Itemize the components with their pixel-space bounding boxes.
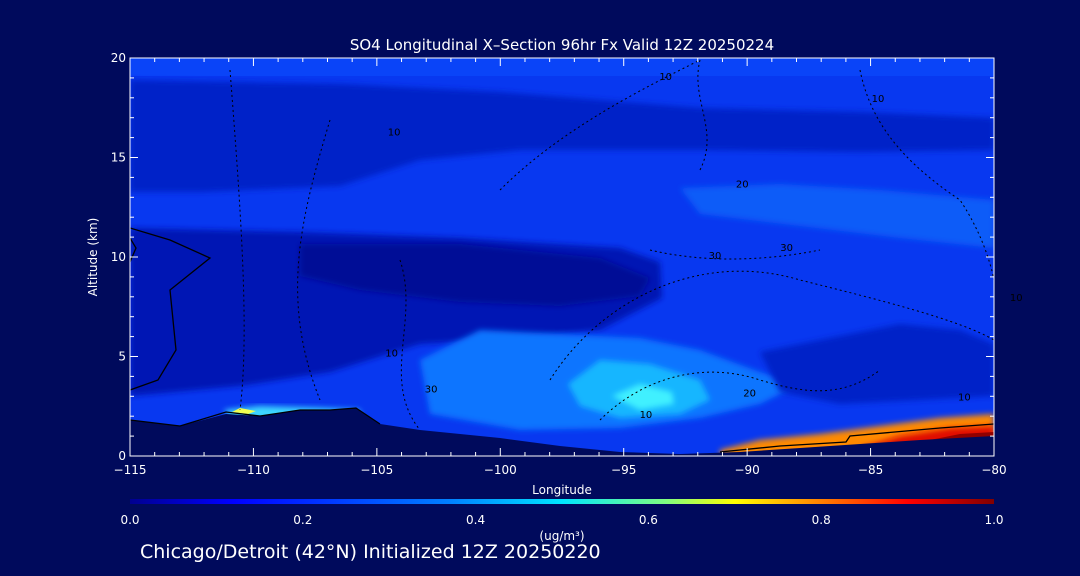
- contour-label: 30: [709, 251, 722, 262]
- x-tick-label: −110: [237, 463, 270, 477]
- colorbar-units: (ug/m³): [539, 529, 584, 543]
- contour-label: 30: [425, 384, 438, 395]
- contour-line-6: [229, 69, 245, 411]
- field-core-darker: [300, 244, 650, 306]
- contour-label: 20: [736, 179, 749, 190]
- contour-label: 20: [743, 388, 756, 399]
- contour-labels: 10 20 30 30 10 10 10 10 20 10 30 10: [385, 72, 1022, 421]
- colorbar-tick-label: 1.0: [984, 513, 1003, 527]
- contour-line-1: [499, 59, 701, 191]
- x-tick-label: −90: [734, 463, 759, 477]
- contour-label: 10: [659, 72, 672, 83]
- chart-title: SO4 Longitudinal X–Section 96hr Fx Valid…: [350, 36, 774, 54]
- field-band-upper-dark: [130, 80, 994, 192]
- x-axis: −115 −110 −105 −100 −95 −90 −85 −80: [114, 58, 1007, 477]
- x-tick-label: −105: [360, 463, 393, 477]
- colorbar-tick-label: 0.8: [812, 513, 831, 527]
- terrain-line: [130, 407, 381, 427]
- field-surface-yellow: [232, 408, 256, 414]
- x-tick-label: −95: [611, 463, 636, 477]
- x-tick-label: −115: [114, 463, 147, 477]
- y-tick-label: 20: [111, 51, 126, 65]
- colorbar-tick-label: 0.6: [639, 513, 658, 527]
- sulfate-field: [130, 58, 994, 456]
- y-axis: 0 5 10 15 20: [111, 51, 994, 463]
- contour-line-4: [599, 369, 881, 421]
- y-tick-label: 15: [111, 151, 126, 165]
- terrain-mask: [130, 408, 994, 456]
- field-plume-core: [612, 384, 674, 410]
- boundary-line-southeast: [719, 423, 994, 453]
- tropopause-line-west: [130, 227, 212, 391]
- x-tick-label: −100: [484, 463, 517, 477]
- colorbar-tick-label: 0.0: [120, 513, 139, 527]
- y-tick-label: 10: [111, 250, 126, 264]
- y-axis-label: Altitude (km): [86, 218, 100, 297]
- x-tick-label: −80: [981, 463, 1006, 477]
- contour-label: 10: [388, 128, 401, 139]
- contour-line-2: [697, 59, 708, 171]
- y-tick-label: 5: [118, 350, 126, 364]
- colorbar-tick-label: 0.4: [466, 513, 485, 527]
- contour-label: 10: [640, 410, 653, 421]
- caption: Chicago/Detroit (42°N) Initialized 12Z 2…: [140, 541, 601, 563]
- colorbar-tick-label: 0.2: [293, 513, 312, 527]
- contour-label: 30: [780, 243, 793, 254]
- field-band-mid-light: [680, 184, 994, 248]
- contour-line-8: [649, 249, 821, 260]
- x-tick-label: −85: [858, 463, 883, 477]
- colorbar: [130, 499, 994, 504]
- contour-label: 10: [385, 349, 398, 360]
- field-band-top: [130, 58, 994, 76]
- y-tick-label: 0: [118, 449, 126, 463]
- boundary-lines: [130, 227, 994, 453]
- colorbar-ticks: 0.0 0.2 0.4 0.6 0.8 1.0: [120, 513, 1003, 527]
- contour-line-5: [297, 119, 331, 401]
- temperature-contours: [229, 59, 994, 431]
- contour-label: 10: [1010, 293, 1023, 304]
- x-axis-label: Longitude: [532, 483, 592, 497]
- contour-line-3: [549, 270, 994, 381]
- contour-label: 10: [872, 94, 885, 105]
- contour-label: 10: [958, 392, 971, 403]
- field-east-dark: [760, 324, 994, 404]
